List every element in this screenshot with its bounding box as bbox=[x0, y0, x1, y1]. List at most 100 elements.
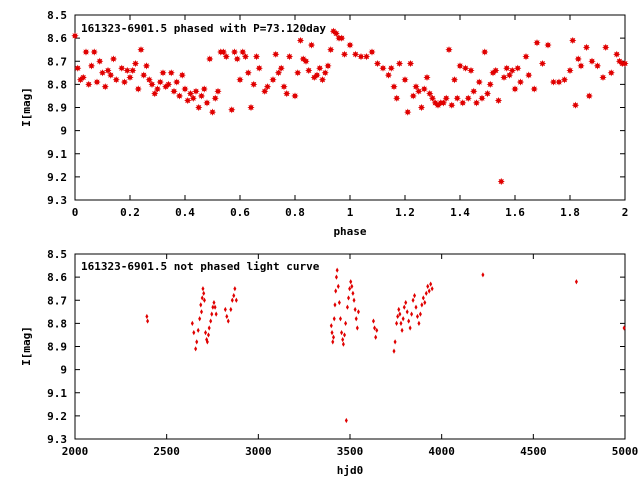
x-tick-label: 1.4 bbox=[450, 206, 470, 219]
data-point bbox=[397, 306, 401, 313]
data-point bbox=[211, 304, 215, 310]
data-point bbox=[178, 71, 186, 79]
data-point bbox=[213, 304, 217, 310]
tick-marks bbox=[74, 253, 626, 440]
data-point bbox=[207, 325, 211, 331]
data-point bbox=[354, 316, 358, 322]
data-point bbox=[109, 55, 118, 63]
data-point bbox=[283, 90, 291, 98]
data-point bbox=[145, 76, 153, 84]
data-point bbox=[622, 325, 626, 331]
data-point bbox=[555, 78, 563, 86]
data-point bbox=[427, 288, 431, 294]
data-point bbox=[239, 48, 247, 56]
x-tick-label: 1.8 bbox=[560, 206, 580, 219]
data-point bbox=[252, 53, 261, 61]
data-point bbox=[350, 283, 354, 289]
data-point bbox=[412, 83, 420, 91]
data-point bbox=[351, 290, 355, 296]
data-point bbox=[418, 311, 422, 317]
data-point bbox=[156, 78, 164, 86]
y-tick-label: 8.7 bbox=[47, 55, 67, 68]
data-point bbox=[574, 55, 582, 63]
data-point bbox=[148, 80, 156, 88]
data-point bbox=[602, 43, 610, 51]
y-tick-label: 9 bbox=[60, 364, 67, 377]
data-point bbox=[302, 57, 310, 65]
data-point bbox=[399, 320, 403, 326]
data-point bbox=[429, 281, 433, 287]
data-point bbox=[318, 76, 327, 84]
data-point bbox=[577, 62, 585, 70]
data-point bbox=[192, 330, 196, 336]
data-point bbox=[321, 69, 329, 77]
data-point bbox=[503, 64, 511, 72]
data-point bbox=[332, 334, 335, 340]
data-point bbox=[331, 339, 335, 345]
data-point bbox=[393, 94, 401, 102]
data-point bbox=[203, 99, 211, 107]
data-point bbox=[194, 346, 198, 352]
x-tick-label: 4000 bbox=[428, 445, 455, 458]
data-point bbox=[420, 302, 424, 308]
data-point bbox=[415, 313, 419, 320]
data-point bbox=[408, 325, 412, 331]
data-point bbox=[230, 297, 234, 303]
data-point bbox=[421, 295, 425, 301]
data-point bbox=[175, 92, 184, 100]
data-point bbox=[338, 34, 346, 42]
data-point bbox=[516, 78, 525, 86]
data-point bbox=[294, 69, 302, 77]
data-point bbox=[234, 297, 238, 303]
data-point bbox=[212, 299, 216, 306]
data-point bbox=[214, 311, 218, 317]
x-tick-label: 4500 bbox=[520, 445, 547, 458]
data-point bbox=[206, 332, 210, 338]
data-point bbox=[349, 279, 353, 285]
data-point bbox=[79, 73, 87, 82]
data-point bbox=[352, 297, 356, 303]
data-point bbox=[423, 73, 431, 82]
data-point bbox=[118, 64, 126, 72]
y-axis-label: I[mag] bbox=[20, 326, 33, 366]
data-points bbox=[71, 27, 629, 186]
x-tick-labels: 2000 2500 3000 3500 4000 4500 5000 bbox=[62, 445, 639, 458]
data-point bbox=[569, 36, 577, 45]
data-point bbox=[407, 318, 411, 324]
data-point bbox=[566, 66, 574, 75]
data-point bbox=[549, 78, 558, 86]
data-point bbox=[607, 69, 615, 77]
data-point bbox=[129, 66, 137, 75]
tick-marks bbox=[74, 14, 626, 201]
x-tick-label: 1 bbox=[347, 206, 354, 219]
data-point bbox=[415, 87, 423, 95]
data-point bbox=[423, 299, 427, 306]
data-point bbox=[396, 313, 400, 320]
data-point bbox=[170, 87, 178, 95]
data-point bbox=[263, 83, 272, 91]
plot-title: 161323-6901.5 not phased light curve bbox=[81, 260, 320, 273]
data-point bbox=[211, 94, 219, 102]
data-point bbox=[478, 94, 486, 102]
data-point bbox=[374, 334, 378, 340]
data-point bbox=[448, 101, 456, 109]
data-point bbox=[464, 94, 472, 102]
data-point bbox=[355, 325, 359, 331]
data-point bbox=[582, 43, 591, 51]
x-tick-label: 3000 bbox=[245, 445, 272, 458]
data-point bbox=[107, 71, 115, 79]
x-tick-label: 5000 bbox=[612, 445, 639, 458]
y-tick-label: 9.3 bbox=[47, 194, 67, 207]
data-point bbox=[356, 309, 360, 315]
data-point bbox=[343, 332, 346, 338]
data-point bbox=[98, 69, 107, 77]
data-point bbox=[445, 46, 453, 54]
data-point bbox=[324, 62, 332, 70]
data-point bbox=[223, 306, 227, 313]
data-point bbox=[327, 46, 335, 54]
x-axis-label: phase bbox=[333, 225, 366, 238]
data-point bbox=[208, 108, 217, 116]
data-point bbox=[305, 66, 313, 75]
data-point bbox=[393, 339, 397, 345]
data-point bbox=[347, 295, 351, 301]
